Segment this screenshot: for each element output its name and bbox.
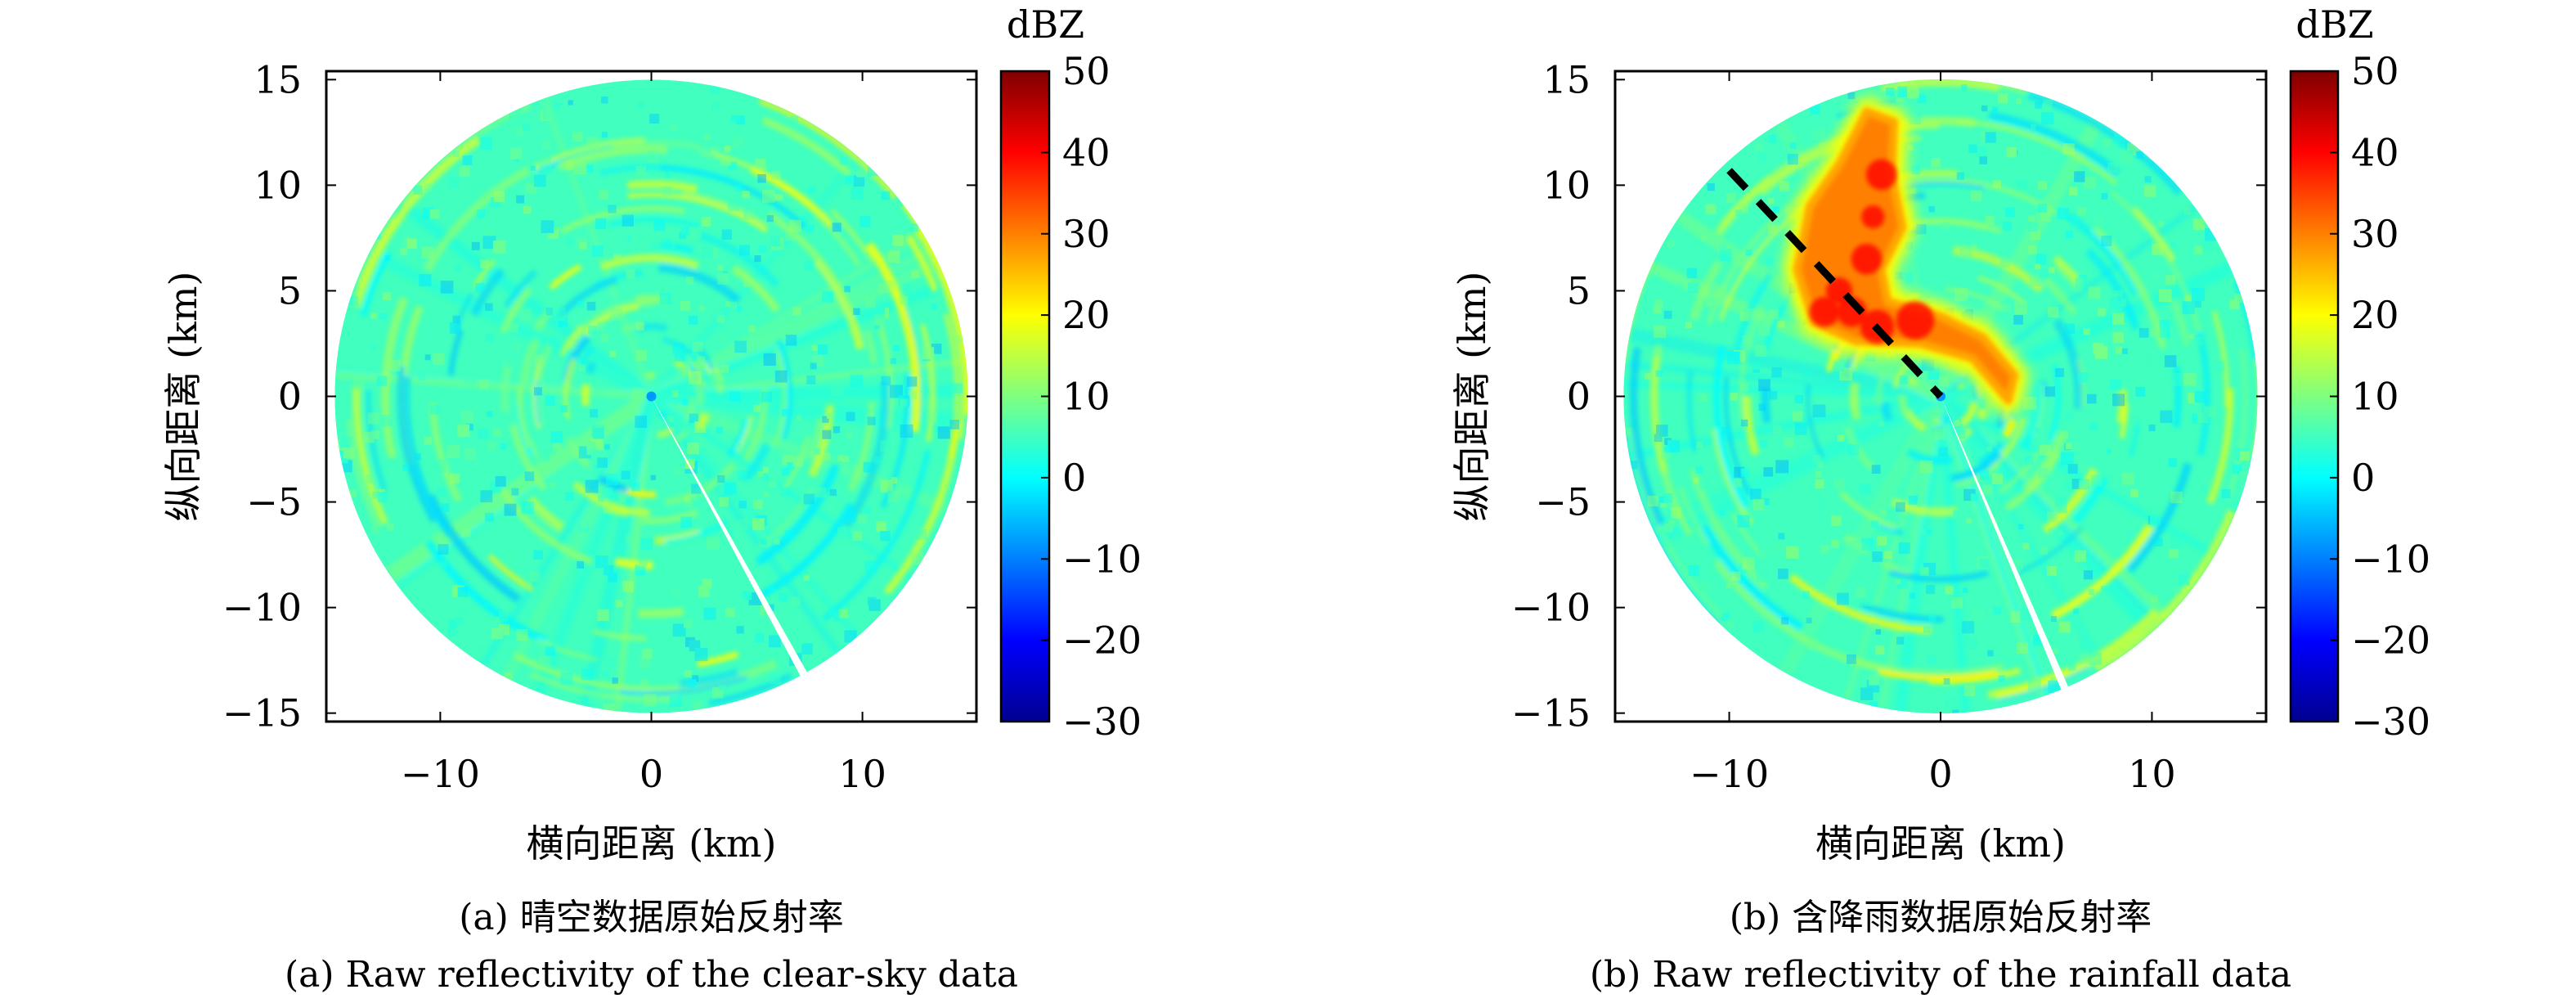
y-tick-label: −15: [222, 691, 302, 735]
colorbar-tick-label: 30: [2351, 212, 2399, 256]
colorbar-tick-label: −30: [1062, 699, 1142, 744]
y-tick-label: 5: [278, 268, 302, 313]
radar-field: [334, 79, 968, 713]
speckle: [334, 84, 963, 713]
y-ticks: 15 10 5 0 −5 −10 −15: [1511, 57, 2266, 735]
colorbar: 50 40 30 20 10 0 −10 −20 −30: [2289, 49, 2430, 744]
colorbar: 50 40 30 20 10 0 −10 −20 −30: [999, 49, 1142, 744]
x-ticks: −10 0 10: [401, 71, 886, 796]
clutter-rings: [347, 98, 968, 713]
rain-core: [1793, 107, 2019, 405]
colorbar-tick-label: 0: [1062, 456, 1086, 500]
y-ticks: 15 10 5 0 −5 −10 −15: [222, 57, 976, 735]
x-tick-label: 10: [2128, 752, 2176, 796]
colorbar-tick-label: 30: [1062, 212, 1111, 256]
x-axis-label: 横向距离 (km): [1815, 821, 2066, 866]
y-tick-label: 10: [254, 163, 302, 207]
colorbar-tick-label: 50: [1062, 49, 1111, 93]
x-axis-label: 横向距离 (km): [526, 821, 776, 866]
y-tick-label: 15: [1542, 57, 1591, 101]
caption-english: (b) Raw reflectivity of the rainfall dat…: [1590, 954, 2291, 996]
y-tick-label: −5: [246, 480, 302, 524]
x-tick-label: 0: [1928, 752, 1952, 796]
colorbar-tick-label: −10: [1062, 537, 1142, 581]
x-tick-label: −10: [401, 752, 480, 796]
colorbar-tick-label: 10: [1062, 375, 1111, 419]
y-axis-label: 纵向距离 (km): [1450, 271, 1494, 521]
y-tick-label: 5: [1567, 268, 1591, 313]
colorbar-tick-label: 20: [2351, 293, 2399, 337]
caption-chinese: (b) 含降雨数据原始反射率: [1730, 897, 2152, 938]
x-tick-label: −10: [1690, 752, 1769, 796]
blocked-sector: [651, 396, 815, 690]
cross-section-line: [1726, 168, 1944, 399]
colorbar-tick-label: 0: [2351, 456, 2375, 500]
colorbar-tick-label: 50: [2351, 49, 2399, 93]
colorbar-tick-label: 40: [1062, 130, 1111, 174]
colorbar-tick-label: −10: [2351, 537, 2430, 581]
x-tick-label: 0: [640, 752, 663, 796]
colorbar-label: dBZ: [1007, 2, 1084, 47]
colorbar-tick-label: −20: [2351, 618, 2430, 663]
y-tick-label: −10: [1511, 586, 1591, 630]
y-tick-label: −5: [1535, 480, 1591, 524]
colorbar-tick-label: 10: [2351, 375, 2399, 419]
y-axis-label: 纵向距离 (km): [161, 271, 205, 521]
y-tick-label: 10: [1542, 163, 1591, 207]
blocked-sector: [1941, 396, 2075, 704]
y-tick-label: 0: [278, 375, 302, 419]
colorbar-tick-label: −30: [2351, 699, 2430, 744]
x-tick-label: 10: [838, 752, 886, 796]
colorbar-tick-label: 20: [1062, 293, 1111, 337]
colorbar-label: dBZ: [2296, 2, 2373, 47]
y-tick-label: 0: [1567, 375, 1591, 419]
caption-chinese: (a) 晴空数据原始反射率: [459, 897, 844, 938]
y-tick-label: −10: [222, 586, 302, 630]
x-ticks: −10 0 10: [1690, 71, 2176, 796]
y-tick-label: 15: [254, 57, 302, 101]
y-tick-label: −15: [1511, 691, 1591, 735]
caption-english: (a) Raw reflectivity of the clear-sky da…: [285, 954, 1018, 996]
colorbar-tick-label: −20: [1062, 618, 1142, 663]
rain-cell: [1783, 97, 2029, 415]
radar-field: [1623, 79, 2258, 714]
colorbar-tick-label: 40: [2351, 130, 2399, 174]
